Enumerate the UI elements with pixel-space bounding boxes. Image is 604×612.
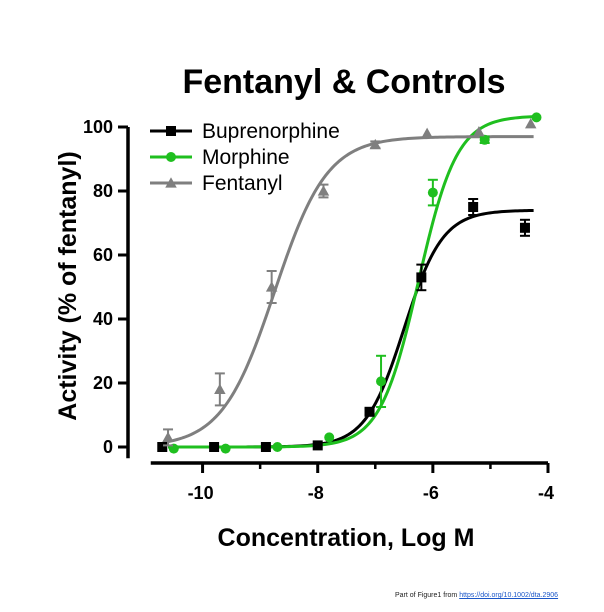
y-tick-label: 0 xyxy=(103,437,113,457)
legend-label-fentanyl: Fentanyl xyxy=(202,172,283,195)
point-fentanyl xyxy=(369,138,382,150)
point-fentanyl xyxy=(265,281,278,292)
point-fentanyl xyxy=(473,126,485,137)
legend-marker-buprenorphine xyxy=(166,126,176,136)
point-buprenorphine xyxy=(157,442,168,452)
x-tick-label: -8 xyxy=(308,483,324,503)
chart-title: Fentanyl & Controls xyxy=(182,63,505,101)
point-morphine xyxy=(272,442,283,452)
doi-link[interactable]: https://doi.org/10.1002/dta.2906 xyxy=(459,592,559,599)
y-tick-label: 40 xyxy=(93,309,113,329)
point-fentanyl xyxy=(317,185,330,196)
point-morphine xyxy=(324,432,335,443)
point-buprenorphine xyxy=(209,442,220,452)
y-tick-label: 20 xyxy=(93,373,113,393)
legend-label-buprenorphine: Buprenorphine xyxy=(202,120,340,143)
point-morphine xyxy=(531,112,542,123)
legend-marker-fentanyl xyxy=(165,177,177,188)
point-fentanyl xyxy=(214,383,226,394)
point-buprenorphine xyxy=(519,222,530,233)
y-tick-label: 80 xyxy=(93,181,113,201)
point-buprenorphine xyxy=(468,202,479,212)
point-buprenorphine xyxy=(416,272,427,283)
y-tick-label: 60 xyxy=(93,245,113,265)
x-tick-label: -6 xyxy=(423,483,439,503)
legend: Buprenorphine Morphine Fentanyl xyxy=(150,120,340,195)
legend-label-morphine: Morphine xyxy=(202,146,290,169)
y-axis-label: Activity (% of fentanyl) xyxy=(54,151,82,420)
caption-text: Part of Figure1 from xyxy=(395,592,460,599)
x-tick-label: -10 xyxy=(188,483,214,503)
figure-caption: Part of Figure1 from https://doi.org/10.… xyxy=(395,592,558,599)
x-axis-label: Concentration, Log M xyxy=(218,524,475,552)
point-morphine xyxy=(479,134,490,145)
point-morphine xyxy=(427,187,438,198)
fit-curve-buprenorphine xyxy=(168,208,534,449)
point-fentanyl xyxy=(524,118,537,129)
legend-marker-morphine xyxy=(166,152,176,162)
fit-curve-fentanyl xyxy=(167,135,534,444)
data-points xyxy=(157,112,542,454)
point-fentanyl xyxy=(421,127,433,138)
point-buprenorphine xyxy=(260,442,271,452)
axes: -10 -8 -6 -4 0 20 40 60 80 100 xyxy=(83,117,554,503)
x-tick-label: -4 xyxy=(538,483,554,503)
point-fentanyl xyxy=(162,431,174,442)
point-morphine xyxy=(220,443,231,454)
point-buprenorphine xyxy=(364,406,375,417)
point-buprenorphine xyxy=(312,440,323,451)
y-tick-label: 100 xyxy=(83,117,113,137)
point-morphine xyxy=(376,376,387,387)
